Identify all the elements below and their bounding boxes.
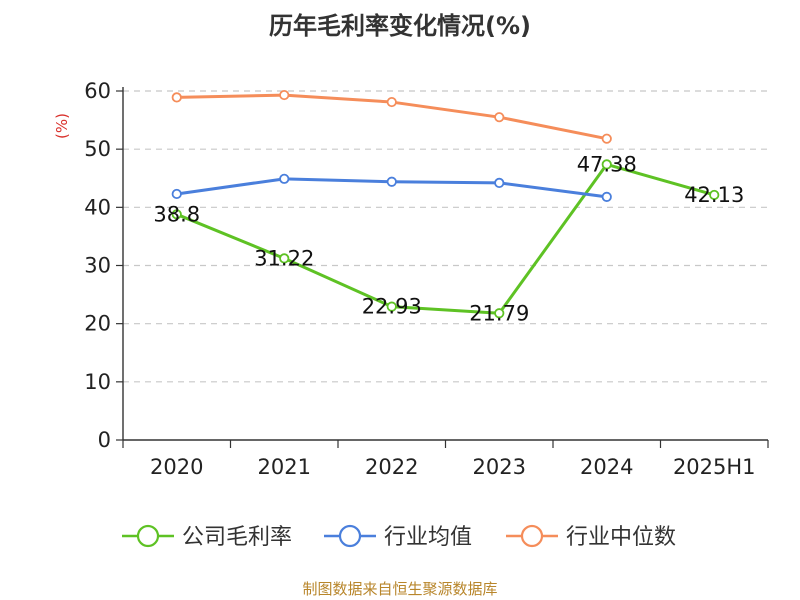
y-tick-label: 10 [84,370,111,394]
data-label: 21.79 [469,301,529,325]
legend-marker [338,524,362,548]
data-point [386,176,397,187]
data-label: 31.22 [254,246,314,270]
data-point [494,308,505,319]
x-tick-label: 2020 [150,455,203,479]
legend: 公司毛利率 行业均值 行业中位数 [122,524,676,550]
data-point [601,133,612,144]
data-point [279,253,290,264]
series-lines [176,93,715,315]
y-tick-label: 50 [84,137,111,161]
data-point [601,191,612,202]
series-line [176,162,715,315]
legend-marker [136,524,160,548]
x-tick-label: 2023 [473,455,526,479]
gridlines [123,90,768,383]
y-tick-label: 30 [84,254,111,278]
series-points [171,89,720,319]
data-point [601,159,612,170]
y-axis-unit: (%) [53,113,71,139]
data-point [386,96,397,108]
data-label: 47.38 [577,152,637,176]
y-tick-label: 60 [84,79,111,103]
data-point [171,188,182,200]
x-tick-label: 2024 [580,455,633,479]
legend-label: 公司毛利率 [182,525,292,550]
legend-marker [520,524,544,548]
legend-label: 行业中位数 [566,525,676,550]
data-point [709,189,720,201]
data-label: 22.93 [362,295,422,319]
data-source-note: 制图数据来自恒生聚源数据库 [302,580,498,598]
axes: 0 10 20 30 40 50 60 (%) 2020 2021 2022 2023 2024 2025… [53,79,769,479]
data-point [171,209,182,220]
data-label: 38.8 [153,202,200,226]
data-labels: 38.8 31.22 22.93 21.79 47.38 42.13 [153,152,744,325]
data-point [171,92,182,103]
x-tick-label: 2025H1 [673,455,756,479]
data-label: 42.13 [684,183,744,207]
data-point [386,301,397,312]
data-point [279,173,290,184]
data-point [494,177,505,189]
x-tick-label: 2021 [258,455,311,479]
y-tick-label: 40 [84,195,111,219]
legend-label: 行业均值 [384,525,472,550]
x-tick-label: 2022 [365,455,418,479]
y-tick-label: 0 [98,428,111,452]
data-point [494,112,505,123]
data-point [279,89,290,101]
y-tick-label: 20 [84,312,111,336]
chart-title: 历年毛利率变化情况(%) [269,12,531,40]
